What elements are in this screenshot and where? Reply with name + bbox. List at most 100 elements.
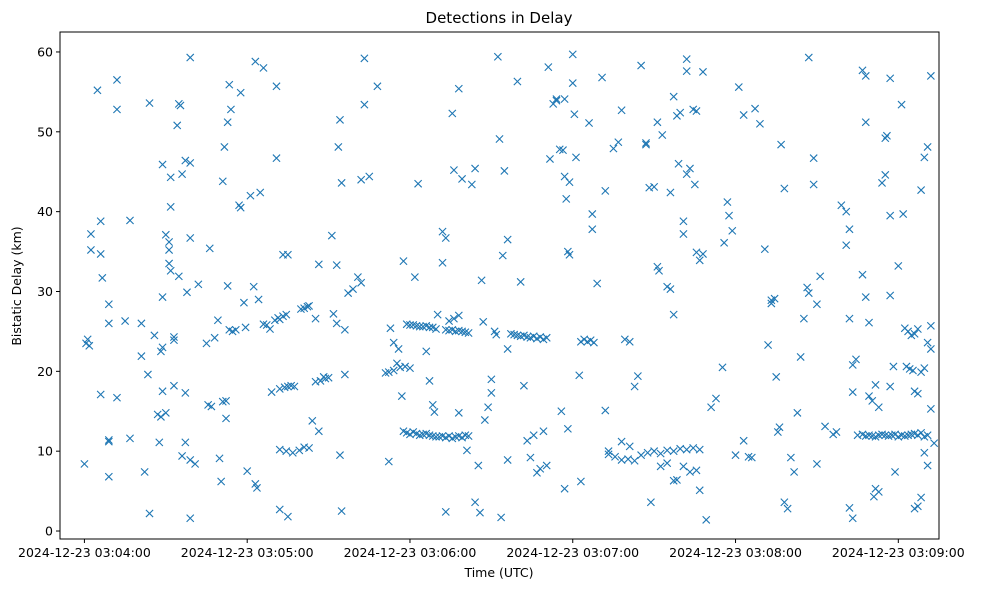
- data-point-marker: [275, 384, 284, 393]
- y-tick-label: 50: [37, 124, 53, 139]
- data-point-marker: [495, 135, 504, 143]
- data-point-marker: [86, 245, 95, 254]
- data-point-marker: [809, 180, 818, 189]
- data-point-marker: [80, 459, 89, 468]
- data-point-marker: [669, 92, 678, 101]
- data-point-marker: [275, 445, 284, 454]
- data-point-marker: [666, 188, 675, 197]
- data-point-marker: [676, 108, 685, 117]
- data-point-marker: [349, 285, 357, 294]
- data-point-marker: [751, 104, 760, 113]
- data-point-marker: [314, 260, 323, 269]
- data-point-marker: [685, 164, 694, 173]
- data-point-marker: [332, 319, 341, 328]
- data-point-marker: [674, 159, 683, 168]
- data-point-marker: [598, 73, 607, 82]
- data-point-marker: [386, 324, 395, 333]
- data-point-marker: [832, 428, 841, 436]
- chart-title: Detections in Delay: [426, 9, 573, 27]
- data-point-marker: [923, 461, 932, 470]
- data-point-marker: [432, 432, 441, 441]
- data-point-marker: [438, 258, 447, 267]
- data-point-marker: [484, 403, 493, 412]
- data-point-marker: [384, 368, 393, 377]
- data-point-marker: [624, 455, 633, 464]
- data-point-marker: [923, 142, 932, 151]
- data-point-marker: [256, 188, 265, 197]
- data-point-marker: [690, 180, 699, 189]
- data-point-marker: [251, 479, 260, 488]
- data-point-marker: [698, 67, 707, 76]
- data-point-marker: [487, 388, 496, 397]
- data-point-marker: [178, 451, 187, 460]
- data-point-marker: [445, 432, 454, 440]
- data-point-marker: [104, 436, 113, 444]
- data-point-marker: [572, 153, 580, 162]
- data-point-marker: [682, 55, 691, 64]
- data-point-marker: [878, 178, 887, 187]
- data-point-marker: [780, 184, 789, 193]
- data-point-marker: [215, 454, 224, 463]
- data-point-marker: [410, 273, 419, 282]
- data-point-marker: [542, 461, 551, 470]
- data-point-marker: [272, 154, 281, 163]
- data-point-marker: [886, 74, 895, 83]
- data-point-marker: [539, 427, 548, 436]
- data-point-marker: [503, 235, 512, 244]
- data-point-marker: [563, 424, 572, 433]
- data-point-marker: [926, 71, 935, 80]
- data-point-marker: [536, 333, 545, 341]
- data-point-marker: [140, 467, 149, 476]
- data-point-marker: [804, 53, 813, 62]
- data-point-marker: [165, 259, 174, 268]
- data-point-marker: [848, 514, 857, 523]
- data-point-marker: [314, 427, 323, 436]
- data-point-marker: [223, 281, 232, 290]
- y-axis-ticks: 0 10 20 30 40 50 60: [37, 44, 60, 539]
- data-point-marker: [614, 138, 623, 147]
- data-point-marker: [213, 316, 222, 325]
- data-point-marker: [926, 344, 935, 353]
- data-point-marker: [565, 250, 574, 259]
- data-point-marker: [433, 310, 442, 319]
- data-point-marker: [702, 515, 711, 524]
- data-point-marker: [458, 174, 467, 183]
- data-point-marker: [83, 335, 92, 344]
- data-point-marker: [926, 321, 935, 330]
- data-point-marker: [161, 230, 170, 239]
- data-point-marker: [772, 372, 781, 381]
- data-point-marker: [728, 226, 737, 235]
- data-point-marker: [858, 66, 867, 75]
- x-tick-label: 2024-12-23 03:04:00: [18, 545, 151, 560]
- data-point-marker: [305, 443, 314, 452]
- data-point-marker: [449, 314, 458, 323]
- data-point-marker: [467, 180, 476, 189]
- data-point-marker: [930, 439, 939, 448]
- data-point-marker: [422, 347, 431, 356]
- data-point-marker: [98, 273, 107, 282]
- data-point-marker: [575, 371, 584, 380]
- data-point-marker: [655, 266, 664, 275]
- data-point-marker: [207, 402, 216, 411]
- data-point-marker: [226, 105, 235, 114]
- data-point-marker: [913, 431, 922, 440]
- x-tick-label: 2024-12-23 03:08:00: [669, 545, 802, 560]
- data-point-marker: [275, 505, 284, 514]
- y-tick-label: 60: [37, 44, 53, 59]
- data-point-marker: [812, 459, 821, 468]
- data-point-marker: [475, 508, 484, 517]
- data-point-marker: [454, 408, 463, 417]
- data-point-marker: [695, 486, 704, 495]
- data-point-marker: [689, 443, 698, 452]
- data-point-marker: [86, 230, 95, 238]
- data-point-marker: [630, 382, 639, 391]
- data-point-marker: [650, 182, 659, 191]
- data-point-marker: [222, 396, 231, 405]
- data-point-marker: [658, 131, 667, 139]
- data-point-marker: [85, 341, 94, 350]
- data-point-marker: [666, 285, 675, 294]
- data-point-marker: [685, 467, 694, 476]
- data-point-marker: [104, 300, 113, 309]
- data-point-marker: [552, 96, 561, 105]
